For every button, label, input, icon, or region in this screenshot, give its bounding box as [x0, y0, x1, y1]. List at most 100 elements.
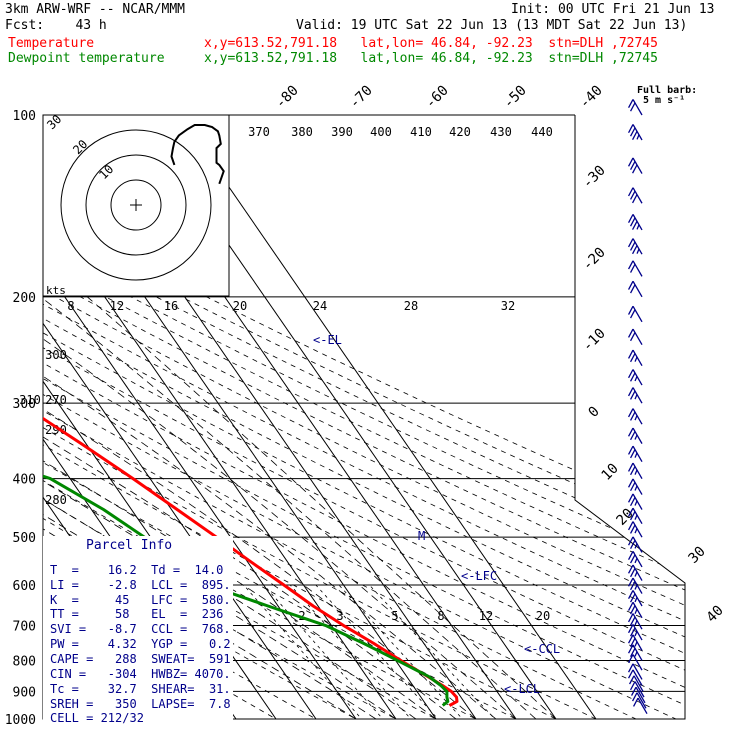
- barb-half-flag: [634, 415, 638, 421]
- isotherm-label: -60: [423, 83, 452, 112]
- barb-staff: [632, 590, 643, 607]
- barb-flag: [627, 99, 634, 109]
- barb-staff: [632, 613, 643, 630]
- hodograph-ring: [60, 129, 212, 281]
- barb-flag: [628, 675, 635, 685]
- parcel-row: K = 45 LFC = 580.: [50, 593, 231, 607]
- barb-flag: [627, 349, 634, 359]
- barb-staff: [635, 686, 646, 704]
- mixing-ratio-label: 8: [437, 609, 444, 623]
- barb-flag: [631, 194, 638, 204]
- parcel-row: TT = 58 EL = 236: [50, 607, 224, 621]
- barb-flag: [629, 616, 636, 626]
- wind-barb: [627, 124, 643, 141]
- theta-label: 300: [45, 348, 67, 362]
- wind-barb: [627, 493, 643, 510]
- pressure-label: 700: [13, 619, 36, 634]
- parcel-info-box: [43, 536, 233, 728]
- barb-staff: [632, 624, 643, 641]
- forecast-hour: Fcst: 43 h: [5, 18, 107, 33]
- wind-barb: [627, 99, 643, 116]
- wind-barb: [627, 613, 643, 630]
- theta-label: 270: [45, 393, 67, 407]
- barb-flag: [629, 605, 636, 615]
- barb-flag: [629, 593, 636, 603]
- mixing-ratio-label: 5: [391, 609, 398, 623]
- parcel-row: CAPE = 288 SWEAT= 591: [50, 652, 231, 666]
- wind-barb: [627, 280, 643, 298]
- barb-flag: [629, 284, 636, 294]
- barb-half-flag: [634, 394, 638, 400]
- barb-half-flag: [634, 608, 638, 615]
- barb-flag: [629, 511, 636, 521]
- mixing-ratio-line: [315, 584, 451, 719]
- barb-staff: [632, 214, 643, 231]
- parcel-row: CIN = -304 HWBZ= 4070.: [50, 667, 231, 681]
- barb-flag: [629, 638, 636, 647]
- barb-flag: [627, 521, 634, 531]
- moist-adiabat: [43, 296, 417, 719]
- init-time: Init: 00 UTC Fri 21 Jun 13: [511, 2, 715, 17]
- level-annotation: <-LFC: [461, 569, 497, 583]
- barb-half-flag: [634, 584, 638, 590]
- theta-e-label: 440: [531, 125, 553, 139]
- hodo-speed-label: 8: [67, 299, 74, 313]
- hodo-speed-label: 28: [404, 299, 418, 313]
- barb-half-flag: [634, 641, 638, 647]
- isotherm: [43, 115, 317, 719]
- barb-flag: [629, 554, 636, 564]
- barb-staff: [632, 493, 643, 510]
- dry-adiabat: [43, 115, 685, 719]
- barb-flag: [627, 260, 634, 270]
- barb-staff: [632, 663, 643, 680]
- barb-staff: [632, 305, 643, 323]
- barb-flag: [629, 390, 636, 400]
- wind-barb: [627, 238, 643, 255]
- moist-adiabat: [43, 296, 357, 719]
- barb-flag: [629, 627, 636, 637]
- barb-flag: [629, 102, 636, 112]
- wind-barb: [627, 305, 643, 323]
- theta-e-label: 410: [410, 125, 432, 139]
- barb-half-flag: [634, 651, 638, 657]
- dry-adiabat: [43, 115, 624, 719]
- isotherm-label: -20: [580, 245, 609, 274]
- valid-time: Valid: 19 UTC Sat 22 Jun 13 (13 MDT Sat …: [296, 18, 688, 33]
- barb-half-flag: [634, 528, 638, 534]
- barb-staff: [632, 280, 643, 298]
- temperature-legend-label: Temperature: [8, 36, 95, 51]
- barb-flag: [627, 590, 634, 600]
- barb-flag: [629, 681, 636, 691]
- barb-staff: [634, 681, 645, 698]
- barb-flag: [629, 568, 636, 578]
- theta-e-label: 430: [490, 125, 512, 139]
- moist-adiabat: [43, 296, 517, 719]
- theta-e-label: 400: [370, 125, 392, 139]
- barb-flag: [631, 220, 638, 230]
- isotherm-label: -70: [347, 83, 376, 112]
- barb-half-flag: [636, 248, 640, 254]
- temperature-location-line: x,y=613.52,791.18 lat,lon= 46.84, -92.23…: [204, 36, 658, 51]
- wind-barb: [627, 260, 643, 277]
- isotherm: [43, 115, 357, 719]
- wind-barb: [627, 521, 643, 538]
- isotherm-label: 10: [599, 461, 622, 484]
- parcel-row: LI = -2.8 LCL = 895.: [50, 578, 231, 592]
- wind-barb: [627, 577, 643, 594]
- barb-flag: [627, 601, 634, 611]
- barb-staff: [632, 644, 643, 661]
- barb-flag: [627, 624, 634, 634]
- dry-adiabat: [43, 115, 685, 719]
- barb-flag: [627, 577, 634, 587]
- hodograph-ring: [110, 179, 162, 231]
- barb-flag: [627, 613, 634, 623]
- barb-flag: [627, 214, 634, 224]
- barb-half-flag: [634, 514, 638, 520]
- barb-staff: [632, 478, 643, 495]
- barb-flag: [627, 124, 634, 134]
- wind-barb: [627, 462, 643, 479]
- barb-staff: [632, 387, 643, 404]
- wind-barb: [627, 564, 643, 581]
- barb-half-flag: [634, 485, 638, 491]
- model-title: 3km ARW-WRF -- NCAR/MMM: [5, 2, 186, 17]
